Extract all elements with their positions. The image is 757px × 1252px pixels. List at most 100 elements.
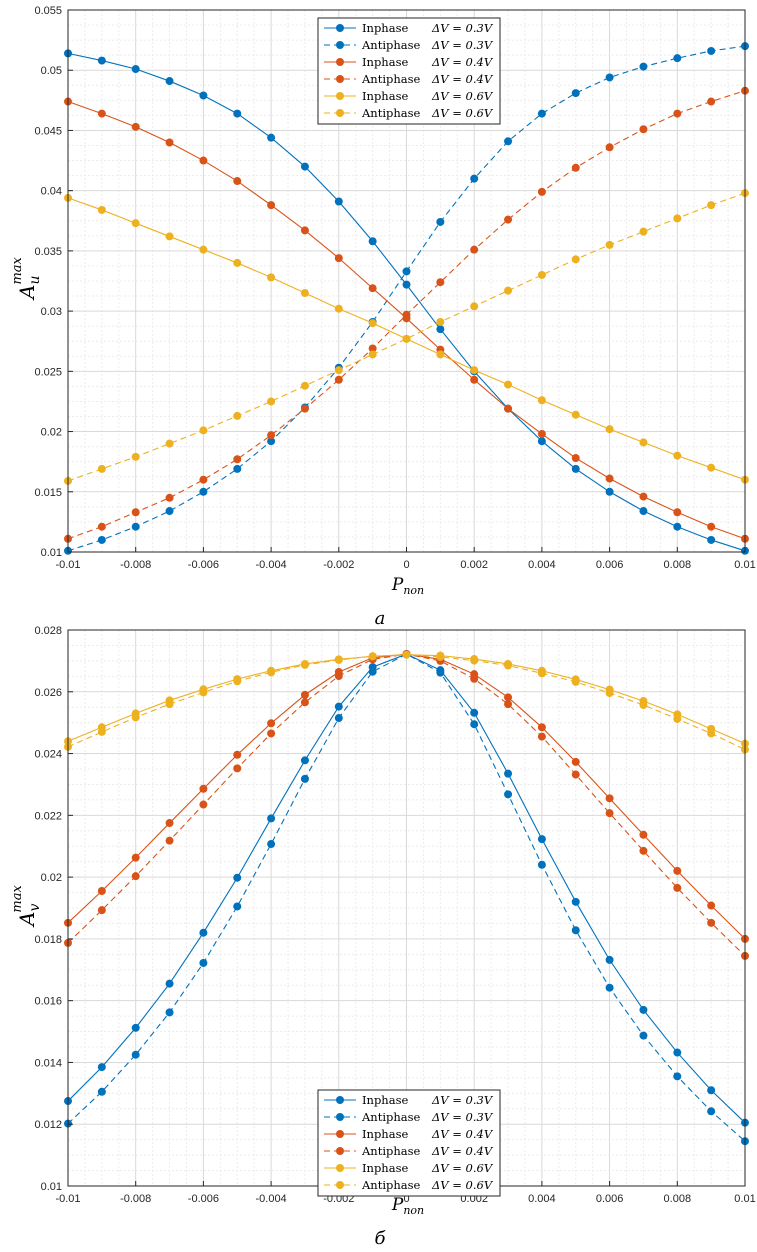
data-point [436,278,445,287]
data-point [605,794,614,803]
x-axis-label-sub: non [403,1204,424,1217]
data-point [131,508,140,517]
data-point [504,380,513,389]
data-point [707,918,716,927]
data-point [97,906,106,915]
data-point [504,404,513,413]
x-axis-label-sub: non [403,584,424,597]
data-point [436,325,445,334]
x-tick-label: 0.006 [596,1193,624,1205]
data-point [199,475,208,484]
data-point [300,381,309,390]
data-point [470,302,479,311]
data-point [571,89,580,98]
data-point [233,464,242,473]
legend-label-dv: ΔV = 0.3V [431,1093,494,1107]
data-point [673,522,682,531]
data-point [131,713,140,722]
legend-label-dv: ΔV = 0.4V [431,55,494,69]
data-point [605,73,614,82]
data-point [97,205,106,214]
data-point [470,366,479,375]
y-axis-label-main: A [15,285,39,301]
data-point [571,897,580,906]
data-point [470,708,479,717]
chart-panel-a: -0.01 -0.008 -0.006 -0.004 -0.002 0 0.002 0.004… [10,5,756,629]
data-point [639,227,648,236]
data-point [165,979,174,988]
data-point [97,56,106,65]
panel-label-b: б [375,1228,387,1249]
data-point [267,273,276,282]
data-point [97,535,106,544]
data-point [571,770,580,779]
x-tick-label: 0.01 [734,1193,755,1205]
data-point [233,177,242,186]
data-point [537,396,546,405]
y-axis-label-sub: u [27,276,43,285]
data-point [639,125,648,134]
data-point [504,769,513,778]
data-point [233,411,242,420]
data-point [97,522,106,531]
x-tick-label: -0.004 [255,1193,286,1205]
data-point [571,757,580,766]
data-point [131,65,140,74]
data-point [470,245,479,254]
x-tick-label: 0.004 [528,559,556,571]
legend-label-dv: ΔV = 0.3V [431,1110,494,1124]
data-point [707,522,716,531]
x-tick-label: 0.01 [734,559,755,571]
x-tick-label: -0.006 [188,559,219,571]
data-point [707,535,716,544]
data-point [639,1005,648,1014]
legend: Inphase ΔV = 0.3V Antiphase ΔV = 0.3V Inphas… [317,1089,501,1197]
data-point [165,819,174,828]
x-tick-label: 0.008 [664,1193,692,1205]
legend-label-dv: ΔV = 0.4V [431,1144,494,1158]
data-point [300,756,309,765]
series-layer [64,650,749,1146]
data-point [334,714,343,723]
x-axis-label: Pnon [391,575,424,597]
y-tick-label: 0.026 [34,687,62,699]
legend-label: Inphase [362,1093,408,1107]
data-point [436,317,445,326]
data-point [233,750,242,759]
tick-labels: -0.01 -0.008 -0.006 -0.004 -0.002 0 0.002 0.004… [34,5,755,571]
x-axis-label-main: P [391,575,404,595]
data-point [673,451,682,460]
data-point [707,729,716,738]
legend-label: Antiphase [361,1110,421,1124]
data-point [165,138,174,147]
data-point [504,790,513,799]
data-point [165,836,174,845]
data-point [707,901,716,910]
y-axis-label: Aumax [10,256,43,301]
x-tick-label: -0.01 [55,559,80,571]
data-point [436,350,445,359]
y-tick-label: 0.01 [41,547,62,559]
legend-label-dv: ΔV = 0.4V [431,1127,494,1141]
y-tick-label: 0.045 [34,125,62,137]
legend-label: Antiphase [361,38,421,52]
data-point [199,426,208,435]
data-point [97,887,106,896]
y-tick-label: 0.014 [34,1057,62,1069]
data-point [131,452,140,461]
panel-label-a: a [375,608,386,629]
data-point [267,397,276,406]
data-point [199,91,208,100]
series-line [67,653,746,1142]
legend-label: Inphase [362,1127,408,1141]
x-tick-label: 0.008 [664,559,692,571]
legend-marker [336,1113,344,1121]
data-point [267,668,276,677]
data-point [131,522,140,531]
data-point [165,232,174,241]
y-tick-label: 0.02 [41,872,62,884]
data-point [537,860,546,869]
data-point [504,693,513,702]
data-point [334,366,343,375]
data-point [199,958,208,967]
